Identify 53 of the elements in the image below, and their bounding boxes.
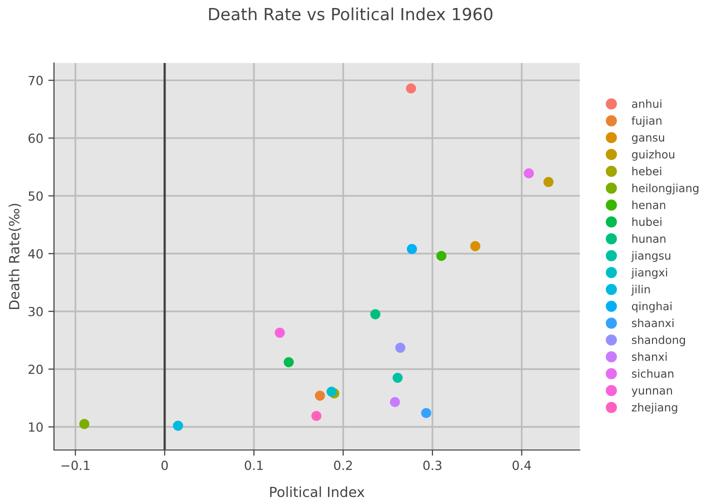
legend-label: sichuan: [632, 369, 674, 378]
y-axis-title: Death Rate(‰): [8, 204, 22, 309]
point: [172, 420, 184, 431]
x-tick-label: −0.1: [62, 460, 90, 470]
point: [284, 357, 294, 368]
point: [421, 408, 432, 418]
legend-label: hebei: [632, 166, 662, 176]
legend-label: henan: [632, 200, 666, 210]
legend-label: hubei: [632, 217, 662, 226]
legend-label: fujian: [632, 116, 662, 127]
x-tick-label: 0.1: [244, 460, 263, 470]
legend-label: jilin: [631, 284, 650, 296]
y-tick-label: 20: [28, 364, 43, 374]
point: [470, 241, 480, 252]
y-tick-label: 50: [28, 191, 43, 201]
y-tick-label: 30: [28, 306, 43, 316]
legend-label: anhui: [632, 99, 662, 108]
point: [311, 410, 322, 422]
point: [406, 83, 416, 94]
x-tick-label: 0.3: [423, 460, 442, 470]
x-axis-title: Political Index: [270, 486, 364, 498]
point: [543, 176, 554, 188]
legend-label: yunnan: [632, 388, 672, 397]
chart-title: Death Rate vs Political Index 1960: [209, 8, 492, 20]
point: [326, 386, 337, 397]
legend-label: jiangxi: [631, 268, 668, 279]
point: [314, 390, 326, 401]
x-tick-label: 0.4: [512, 460, 531, 470]
y-tick-label: 10: [29, 422, 43, 432]
y-tick-label: 60: [28, 134, 43, 144]
y-tick-label: 70: [28, 76, 43, 86]
point: [524, 168, 534, 178]
x-tick-label: 0: [162, 460, 168, 470]
legend-label: guizhou: [632, 150, 674, 161]
x-tick-label: 0.2: [334, 460, 352, 470]
point: [436, 250, 446, 262]
point: [395, 342, 406, 353]
legend-label: hunan: [632, 234, 666, 243]
point: [406, 244, 417, 254]
legend-label: qinghai: [632, 302, 672, 312]
legend-label: gansu: [632, 135, 664, 144]
point: [274, 328, 285, 338]
legend-label: shaanxi: [632, 318, 674, 328]
point: [79, 418, 90, 430]
y-tick-label: 40: [28, 249, 43, 259]
legend-label: zhejiang: [632, 402, 678, 414]
legend-label: shandong: [632, 335, 685, 346]
legend-label: shanxi: [632, 352, 667, 361]
point: [392, 372, 403, 383]
legend-label: heilongjiang: [632, 184, 698, 194]
point: [370, 309, 380, 320]
legend-label: jiangsu: [631, 251, 670, 262]
point: [390, 396, 400, 408]
